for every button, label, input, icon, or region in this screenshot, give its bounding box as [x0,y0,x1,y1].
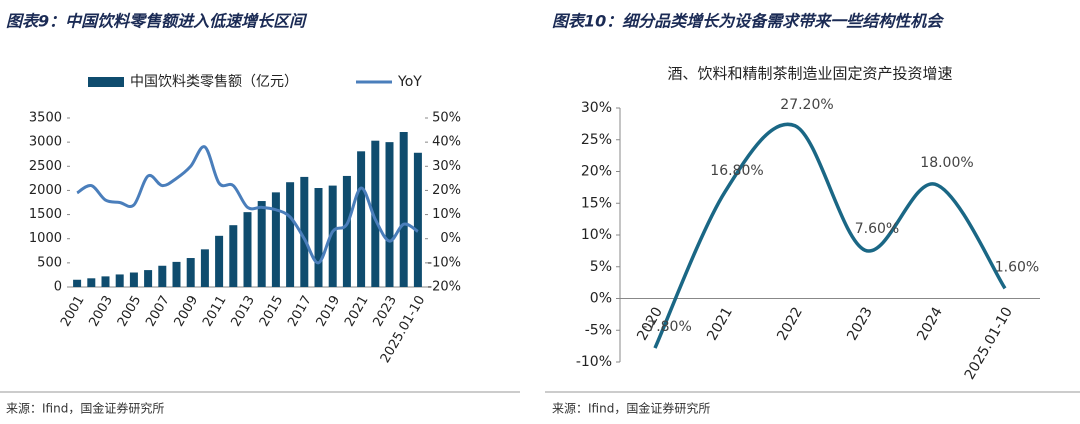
y2-tick-label: 20% [432,183,461,198]
bar [286,182,295,287]
legend-label: 中国饮料类零售额（亿元） [130,74,298,90]
x-tick-label: 2023 [844,305,876,344]
line [76,145,419,265]
data-label: -7.80% [642,319,692,335]
bar [371,140,380,287]
x-tick-label: 2019 [314,293,344,329]
legend-label: YoY [397,74,422,90]
y-tick-label: 2000 [29,183,62,198]
x-tick-label: 2017 [285,293,315,329]
bar [129,272,138,287]
data-label: 1.60% [995,259,1039,275]
bar [357,151,366,287]
x-tick-label: 2009 [172,293,202,329]
bar [300,176,309,287]
y-tick-label: 3000 [29,135,62,150]
line [653,122,1007,349]
legend-swatch [88,77,124,87]
data-label: 16.80% [710,163,763,179]
bar [215,235,224,287]
y-tick-label: 0% [590,291,612,307]
y2-tick-label: 50% [432,111,461,126]
y-tick-label: 10% [581,227,612,243]
bar [200,249,209,287]
bar [186,258,195,287]
y-tick-label: 30% [581,100,612,116]
bar [328,185,337,287]
bar [144,270,153,287]
bar [243,212,252,287]
bar [158,265,167,287]
x-tick-label: 2001 [58,293,88,329]
bar [413,152,422,287]
data-label: 27.20% [780,97,833,113]
bar [271,192,280,287]
x-tick-label: 2005 [115,293,145,329]
x-tick-label: 2023 [370,293,400,329]
figure-title: 图表10：细分品类增长为设备需求带来一些结构性机会 [552,12,945,31]
bar [385,142,394,287]
y-tick-label: 15% [581,195,612,211]
data-label: 7.60% [855,221,899,237]
y-tick-label: 5% [590,259,612,275]
chart-subtitle: 酒、饮料和精制茶制造业固定资产投资增速 [667,65,952,83]
data-label: 18.00% [920,155,973,171]
bar [257,201,266,287]
bar [229,225,238,287]
y-tick-label: 3500 [29,111,62,126]
y-tick-label: 20% [581,164,612,180]
figure-title: 图表9：中国饮料零售额进入低速增长区间 [6,12,308,31]
source-note: 来源：Ifind，国金证券研究所 [552,401,710,416]
bar [73,279,82,287]
x-tick-label: 2015 [257,293,287,329]
x-tick-label: 2021 [342,293,372,329]
x-tick-label: 2013 [228,293,258,329]
y-tick-label: 500 [37,255,62,270]
x-tick-label: 2025.01-10 [962,305,1016,383]
x-tick-label: 2021 [704,305,736,344]
y-tick-label: -10% [576,354,612,370]
y2-tick-label: -10% [427,255,461,270]
source-note: 来源：Ifind，国金证券研究所 [6,401,164,416]
bar [314,188,323,287]
y2-tick-label: -20% [427,280,461,295]
y2-tick-label: 40% [432,135,461,150]
y-tick-label: 0 [54,280,62,295]
bar [172,261,181,287]
y-tick-label: 1000 [29,231,62,246]
x-tick-label: 2007 [143,293,173,329]
x-tick-label: 2022 [774,305,806,344]
y-tick-label: -5% [585,322,612,338]
y-tick-label: 2500 [29,159,62,174]
x-tick-label: 2011 [200,293,230,329]
y2-tick-label: 10% [432,207,461,222]
y2-tick-label: 30% [432,159,461,174]
bar [342,175,351,287]
bar [399,132,408,287]
y-tick-label: 1500 [29,207,62,222]
x-tick-label: 2024 [914,304,946,343]
y-tick-label: 25% [581,132,612,148]
y2-tick-label: 0% [440,231,461,246]
bar [115,274,124,287]
bar [87,278,96,287]
x-tick-label: 2003 [86,293,116,329]
bar [101,276,110,287]
